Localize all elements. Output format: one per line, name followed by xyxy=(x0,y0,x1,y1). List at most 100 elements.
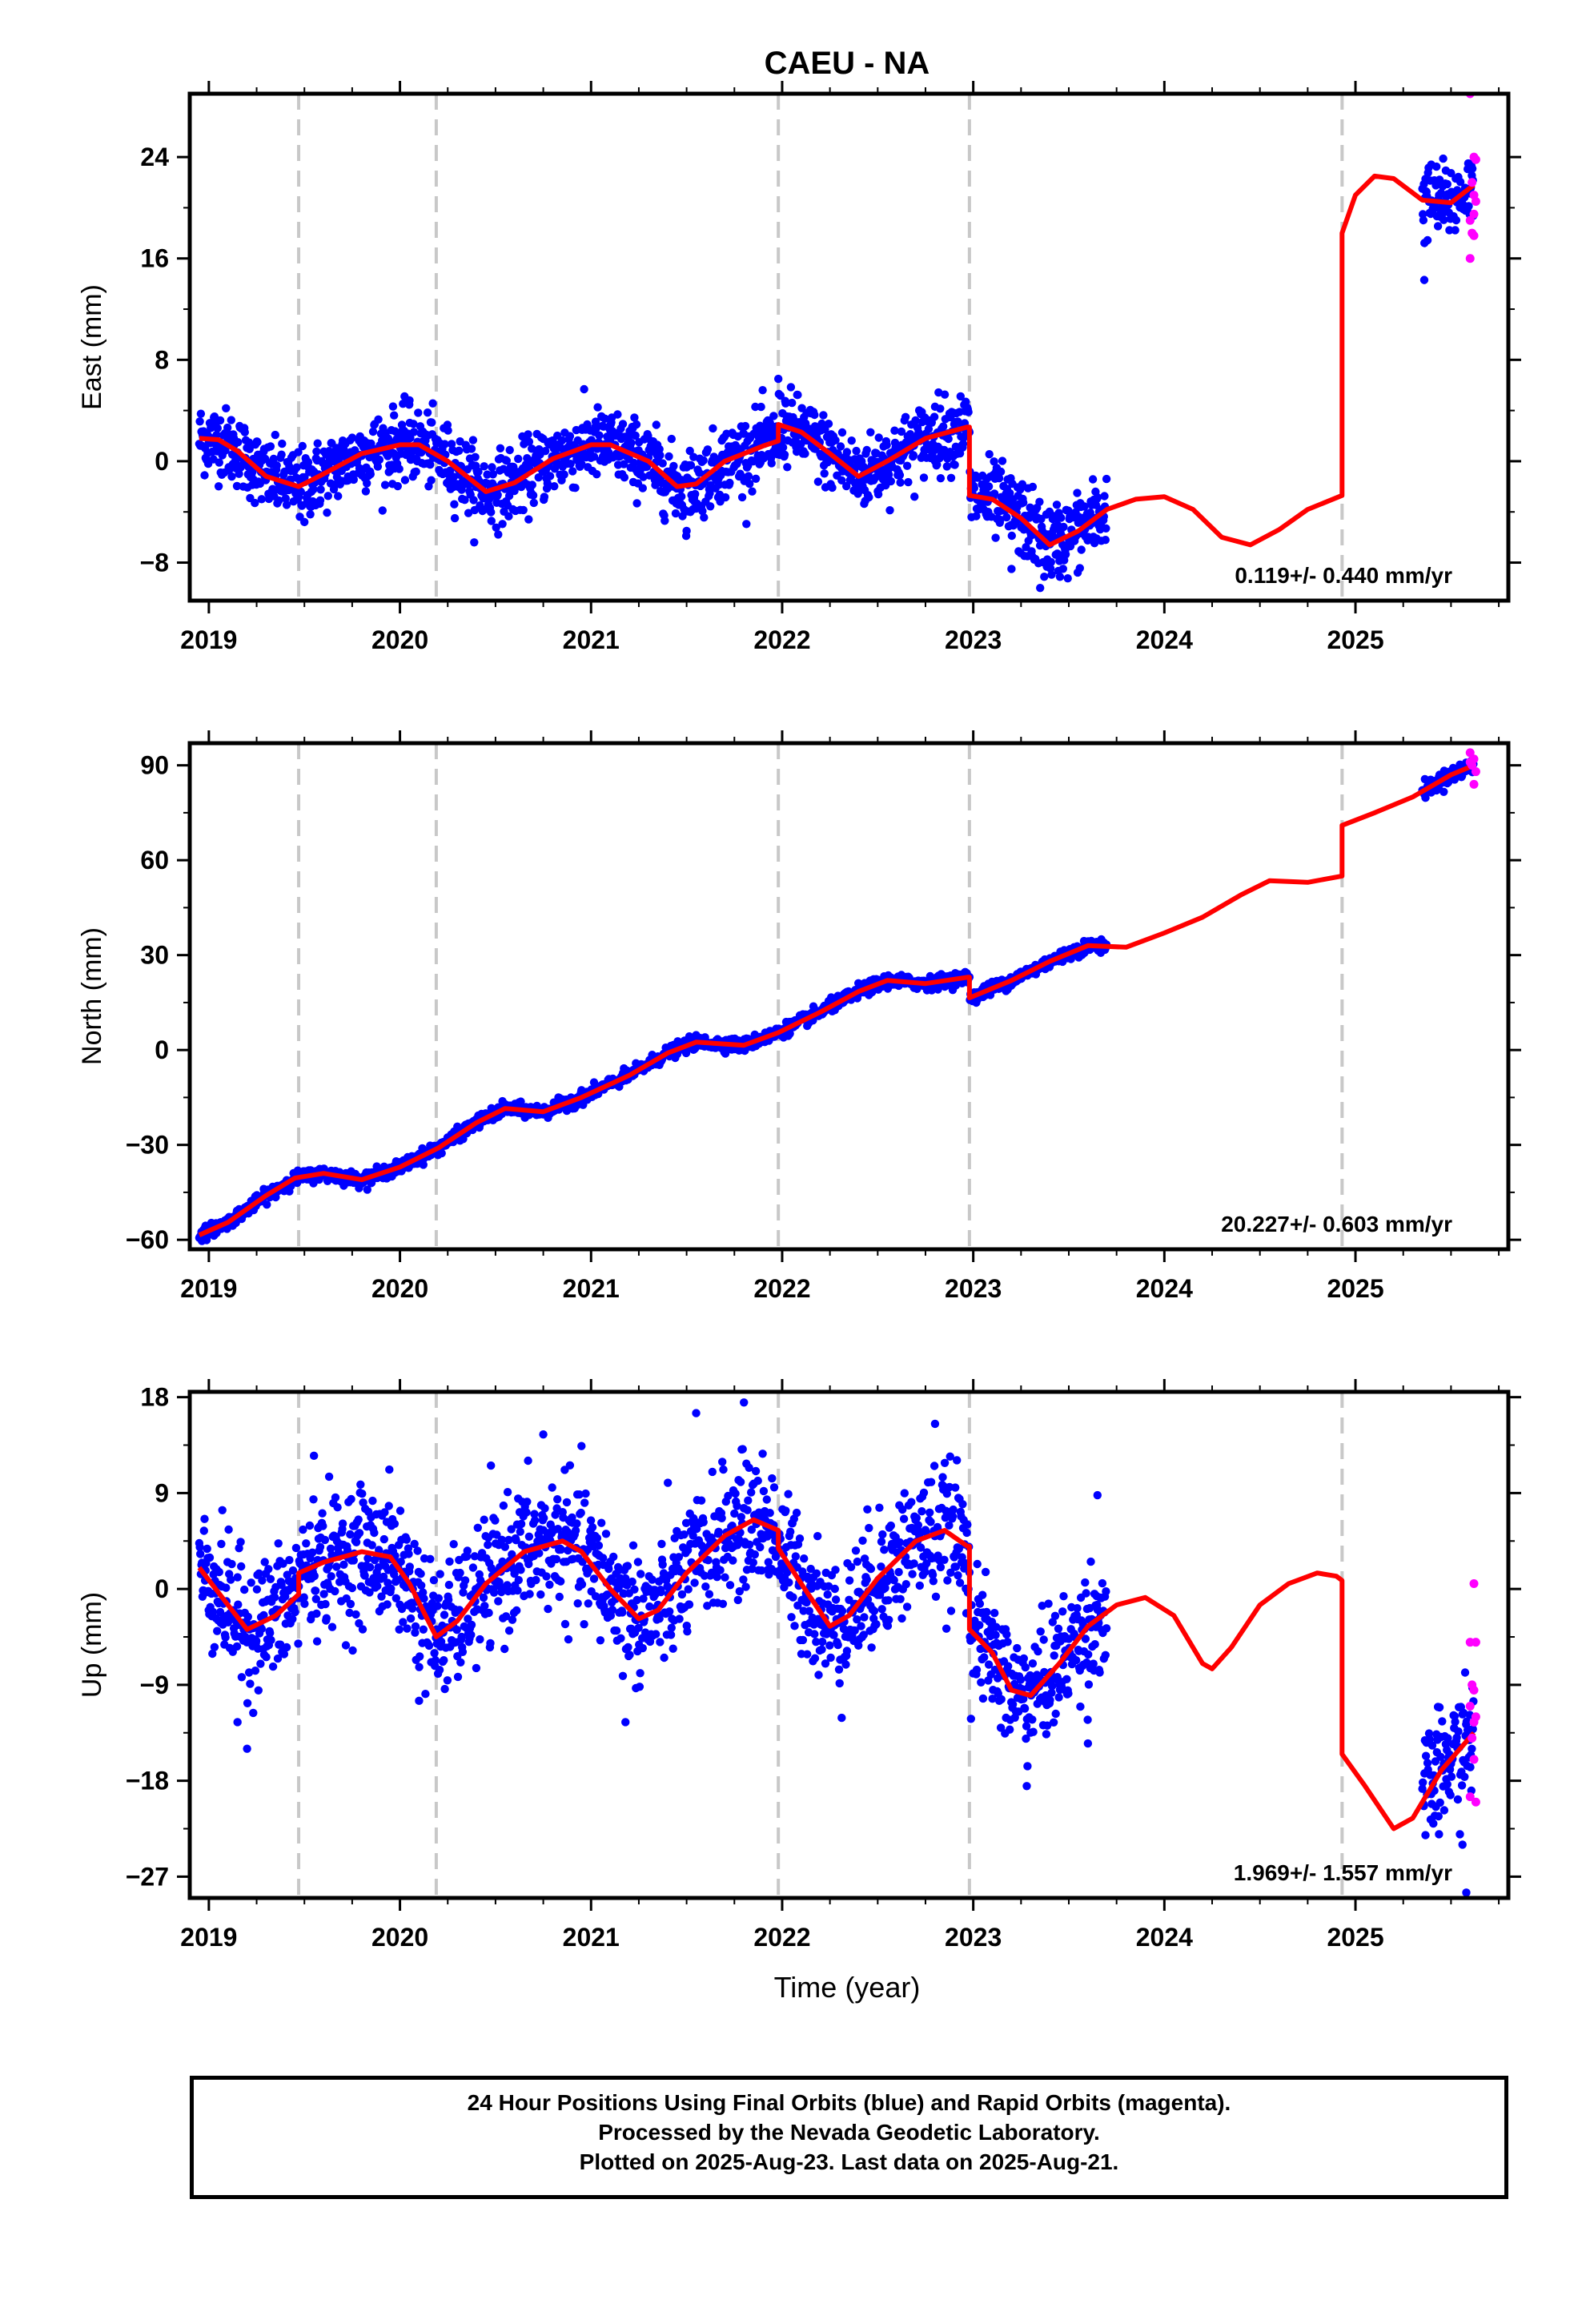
final-point xyxy=(780,450,789,459)
final-point xyxy=(658,459,667,468)
final-point xyxy=(214,482,223,491)
final-point xyxy=(683,1627,692,1636)
final-point xyxy=(690,1578,699,1587)
final-point xyxy=(487,517,496,525)
final-point xyxy=(472,1663,481,1673)
final-point xyxy=(334,492,343,501)
final-point xyxy=(655,444,664,454)
final-point xyxy=(890,426,899,435)
panel-north: 2019 2020 2021 2022 2023 2024 2025−60−30030609… xyxy=(77,730,1521,1303)
final-point xyxy=(656,1638,665,1647)
final-point xyxy=(584,1599,592,1608)
final-point xyxy=(729,1556,737,1565)
final-point xyxy=(895,471,905,480)
final-point xyxy=(348,1646,357,1655)
final-point xyxy=(356,1480,365,1490)
final-point xyxy=(388,402,398,411)
final-point xyxy=(360,1571,369,1580)
final-point xyxy=(215,1567,223,1577)
final-point xyxy=(331,1493,340,1502)
final-point xyxy=(669,461,678,471)
final-point xyxy=(524,437,534,446)
final-point xyxy=(195,1542,204,1552)
final-point xyxy=(426,460,435,469)
final-point xyxy=(215,416,225,425)
final-point xyxy=(366,469,375,479)
final-point xyxy=(316,485,325,494)
final-point xyxy=(308,1548,317,1557)
final-point xyxy=(594,1541,604,1550)
final-point xyxy=(658,1560,667,1570)
final-point xyxy=(717,1514,726,1523)
final-point xyxy=(399,1618,408,1626)
final-point xyxy=(298,441,307,451)
rapid-point xyxy=(1468,178,1477,187)
final-point xyxy=(516,1527,524,1536)
final-point xyxy=(581,1489,590,1498)
final-point xyxy=(1007,531,1017,541)
final-point xyxy=(1055,573,1065,581)
final-point xyxy=(657,1539,666,1549)
x-tick-label: 2022 xyxy=(753,625,810,654)
final-point xyxy=(449,1540,458,1549)
final-point xyxy=(736,1478,745,1486)
final-point xyxy=(419,1160,428,1169)
final-point xyxy=(266,1574,275,1584)
final-point xyxy=(1061,550,1070,559)
final-point xyxy=(367,1541,376,1550)
final-point xyxy=(415,1663,424,1671)
final-point xyxy=(291,1607,299,1617)
final-point xyxy=(512,1606,521,1615)
final-point xyxy=(217,1539,226,1549)
final-point xyxy=(470,538,479,547)
final-point xyxy=(699,456,708,465)
final-point xyxy=(365,1588,374,1597)
final-point xyxy=(492,523,500,532)
final-point xyxy=(725,1581,735,1590)
final-point xyxy=(326,1544,335,1554)
final-point xyxy=(379,1534,388,1544)
final-point xyxy=(685,1600,694,1609)
plot-frame xyxy=(187,91,1511,603)
final-point xyxy=(252,1585,262,1594)
final-point xyxy=(786,383,796,392)
final-point xyxy=(1456,178,1465,187)
final-point xyxy=(742,520,751,529)
final-point xyxy=(1100,492,1109,501)
final-point xyxy=(516,1519,526,1529)
final-point xyxy=(349,1556,358,1565)
final-point xyxy=(273,1654,283,1663)
final-point xyxy=(499,1501,508,1510)
final-point xyxy=(522,1508,531,1517)
final-point xyxy=(212,430,221,440)
final-point xyxy=(266,442,275,451)
final-point xyxy=(1035,583,1045,593)
final-point xyxy=(946,473,956,482)
final-point xyxy=(745,479,754,489)
final-point xyxy=(525,1590,534,1598)
final-point xyxy=(222,404,231,412)
final-point xyxy=(346,1530,355,1539)
final-point xyxy=(837,476,846,485)
final-point xyxy=(783,463,792,472)
final-point xyxy=(244,438,254,447)
final-point xyxy=(493,490,502,500)
x-tick-label: 2025 xyxy=(1327,1274,1383,1303)
final-point xyxy=(773,374,783,384)
y-tick-label: 60 xyxy=(140,846,169,875)
rapid-point xyxy=(1471,197,1480,207)
final-point xyxy=(555,1592,564,1602)
final-point xyxy=(753,1476,762,1486)
final-point xyxy=(1058,565,1068,573)
final-point xyxy=(939,422,948,431)
final-point xyxy=(292,463,301,472)
final-point xyxy=(196,409,206,418)
final-point xyxy=(430,1649,439,1658)
final-point xyxy=(373,462,383,471)
x-tick-label: 2024 xyxy=(1136,1274,1193,1303)
final-point xyxy=(665,452,673,461)
x-tick-label: 2021 xyxy=(563,625,620,654)
final-point xyxy=(433,1602,442,1610)
final-point xyxy=(346,1599,355,1609)
final-point xyxy=(801,449,809,458)
